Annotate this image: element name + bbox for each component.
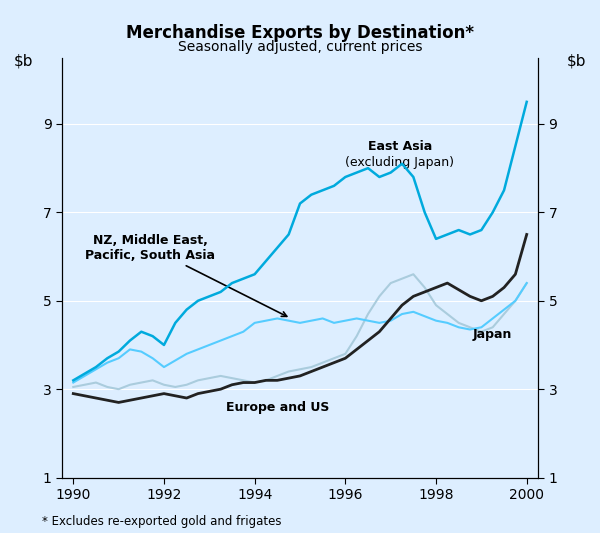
Text: NZ, Middle East,
Pacific, South Asia: NZ, Middle East, Pacific, South Asia — [85, 234, 287, 317]
Text: Japan: Japan — [472, 328, 512, 341]
Y-axis label: $b: $b — [14, 53, 34, 68]
Text: East Asia: East Asia — [368, 141, 432, 154]
Text: Seasonally adjusted, current prices: Seasonally adjusted, current prices — [178, 40, 422, 54]
Text: Merchandise Exports by Destination*: Merchandise Exports by Destination* — [126, 24, 474, 42]
Text: (excluding Japan): (excluding Japan) — [345, 156, 454, 169]
Text: * Excludes re-exported gold and frigates: * Excludes re-exported gold and frigates — [42, 515, 281, 528]
Text: Europe and US: Europe and US — [226, 401, 329, 414]
Y-axis label: $b: $b — [566, 53, 586, 68]
